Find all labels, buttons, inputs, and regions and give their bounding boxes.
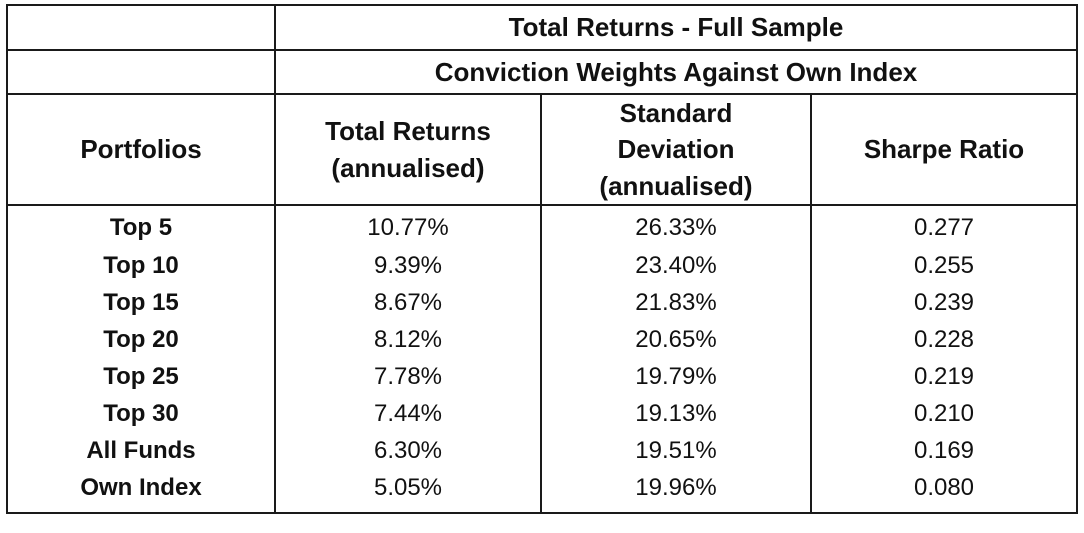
sharpe-cell: 0.239 bbox=[809, 284, 1079, 322]
total-returns-cell: 5.05% bbox=[274, 469, 542, 515]
sharpe-cell: 0.255 bbox=[809, 247, 1079, 285]
portfolio-cell: Top 5 bbox=[6, 205, 276, 248]
std-dev-cell: 26.33% bbox=[540, 205, 812, 248]
sharpe-cell: 0.080 bbox=[809, 469, 1079, 515]
total-returns-cell: 7.44% bbox=[274, 395, 542, 433]
header-std-dev-line: (annualised) bbox=[599, 170, 753, 201]
table-subtitle: Conviction Weights Against Own Index bbox=[273, 49, 1079, 95]
total-returns-cell: 7.78% bbox=[274, 358, 542, 396]
std-dev-cell: 23.40% bbox=[540, 247, 812, 285]
sharpe-cell: 0.210 bbox=[809, 395, 1079, 433]
portfolio-cell: Top 25 bbox=[6, 358, 276, 396]
table-title: Total Returns - Full Sample bbox=[273, 4, 1079, 51]
header-total-returns-line: (annualised) bbox=[331, 152, 485, 183]
title-row: Total Returns - Full Sample bbox=[6, 4, 1079, 51]
column-header-row: Portfolios Total Returns (annualised) St… bbox=[6, 92, 1079, 207]
table-body: Top 5 10.77% 26.33% 0.277 Top 10 9.39% 2… bbox=[6, 205, 1079, 515]
header-std-dev-line: Deviation bbox=[617, 134, 735, 165]
header-portfolios: Portfolios bbox=[6, 92, 276, 207]
portfolio-cell: Top 20 bbox=[6, 321, 276, 359]
std-dev-cell: 19.79% bbox=[540, 358, 812, 396]
std-dev-cell: 19.51% bbox=[540, 432, 812, 470]
blank-corner-cell bbox=[6, 49, 276, 95]
sharpe-cell: 0.169 bbox=[809, 432, 1079, 470]
std-dev-cell: 21.83% bbox=[540, 284, 812, 322]
sharpe-cell: 0.277 bbox=[809, 205, 1079, 248]
portfolio-cell: Top 10 bbox=[6, 247, 276, 285]
portfolio-cell: Own Index bbox=[6, 469, 276, 515]
portfolio-cell: Top 30 bbox=[6, 395, 276, 433]
returns-table: Total Returns - Full Sample Conviction W… bbox=[6, 4, 1079, 515]
portfolio-cell: Top 15 bbox=[6, 284, 276, 322]
std-dev-cell: 20.65% bbox=[540, 321, 812, 359]
std-dev-cell: 19.96% bbox=[540, 469, 812, 515]
total-returns-cell: 10.77% bbox=[274, 205, 542, 248]
header-standard-deviation: Standard Deviation (annualised) bbox=[540, 92, 812, 207]
table-row: All Funds 6.30% 19.51% 0.169 bbox=[6, 432, 1079, 470]
table-row: Top 25 7.78% 19.79% 0.219 bbox=[6, 358, 1079, 396]
subtitle-row: Conviction Weights Against Own Index bbox=[6, 49, 1079, 95]
table-row: Top 5 10.77% 26.33% 0.277 bbox=[6, 205, 1079, 248]
std-dev-cell: 19.13% bbox=[540, 395, 812, 433]
header-sharpe-ratio: Sharpe Ratio bbox=[809, 92, 1079, 207]
blank-corner-cell bbox=[6, 4, 276, 51]
table-row: Top 30 7.44% 19.13% 0.210 bbox=[6, 395, 1079, 433]
table-row: Top 15 8.67% 21.83% 0.239 bbox=[6, 284, 1079, 322]
table-row: Top 20 8.12% 20.65% 0.228 bbox=[6, 321, 1079, 359]
header-std-dev-line: Standard bbox=[619, 98, 733, 128]
sharpe-cell: 0.228 bbox=[809, 321, 1079, 359]
total-returns-cell: 8.67% bbox=[274, 284, 542, 322]
total-returns-cell: 6.30% bbox=[274, 432, 542, 470]
table-row: Own Index 5.05% 19.96% 0.080 bbox=[6, 469, 1079, 515]
table-row: Top 10 9.39% 23.40% 0.255 bbox=[6, 247, 1079, 285]
sharpe-cell: 0.219 bbox=[809, 358, 1079, 396]
total-returns-cell: 9.39% bbox=[274, 247, 542, 285]
header-total-returns: Total Returns (annualised) bbox=[274, 92, 542, 207]
header-total-returns-line: Total Returns bbox=[325, 116, 491, 147]
portfolio-cell: All Funds bbox=[6, 432, 276, 470]
total-returns-cell: 8.12% bbox=[274, 321, 542, 359]
